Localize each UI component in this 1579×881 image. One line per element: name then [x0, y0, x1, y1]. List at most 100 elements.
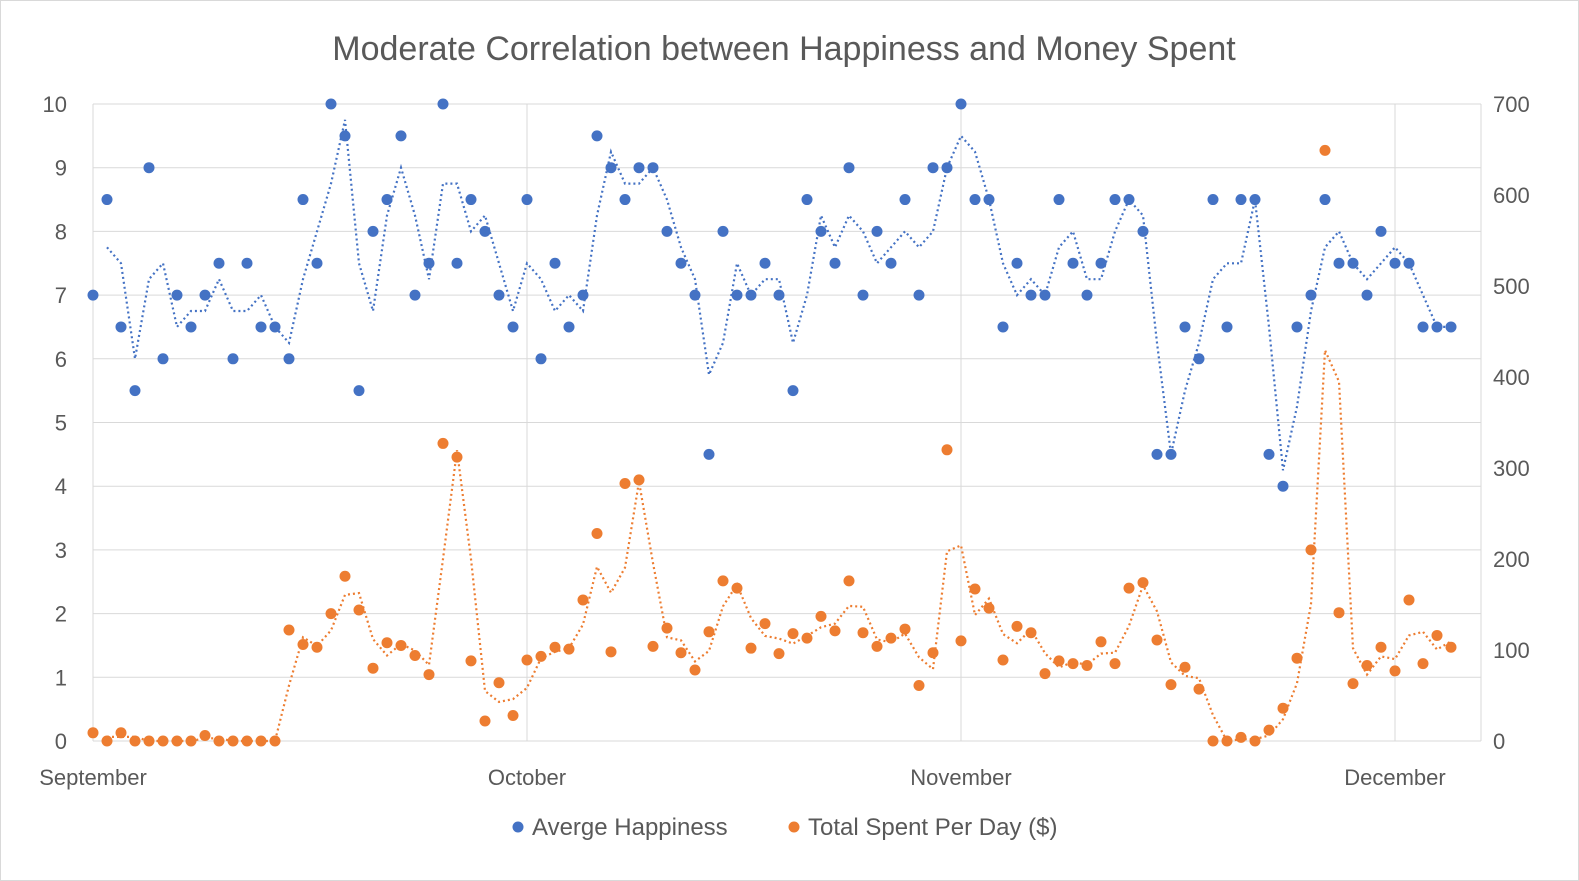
- y-left-tick-label: 4: [55, 474, 67, 499]
- data-point-series-2: [1137, 577, 1149, 589]
- data-point-series-2: [269, 735, 281, 747]
- data-point-series-1: [745, 289, 757, 301]
- data-point-series-1: [633, 162, 645, 174]
- y-left-tick-label: 5: [55, 411, 67, 436]
- data-point-series-2: [1207, 735, 1219, 747]
- data-point-series-2: [829, 625, 841, 637]
- data-point-series-2: [325, 608, 337, 620]
- data-point-series-1: [409, 289, 421, 301]
- data-point-series-2: [549, 641, 561, 653]
- data-point-series-2: [465, 655, 477, 667]
- data-point-series-1: [563, 321, 575, 333]
- data-point-series-1: [1375, 225, 1387, 237]
- data-point-series-2: [535, 650, 547, 662]
- data-point-series-2: [1319, 144, 1331, 156]
- data-point-series-2: [759, 618, 771, 630]
- y-right-tick-label: 200: [1493, 547, 1530, 572]
- data-point-series-2: [689, 664, 701, 676]
- data-point-series-1: [1361, 289, 1373, 301]
- data-point-series-2: [801, 632, 813, 644]
- data-point-series-2: [451, 451, 463, 463]
- data-point-series-1: [255, 321, 267, 333]
- data-point-series-2: [1333, 607, 1345, 619]
- chart-title: Moderate Correlation between Happiness a…: [332, 30, 1236, 68]
- data-point-series-1: [591, 130, 603, 142]
- data-point-series-1: [451, 257, 463, 269]
- data-point-series-1: [115, 321, 127, 333]
- data-point-series-2: [927, 647, 939, 659]
- data-point-series-1: [101, 194, 113, 206]
- data-point-series-2: [507, 710, 519, 722]
- y-right-tick-label: 700: [1493, 92, 1530, 117]
- data-point-series-1: [381, 194, 393, 206]
- data-point-series-2: [381, 637, 393, 649]
- data-point-series-2: [255, 735, 267, 747]
- data-point-series-1: [549, 257, 561, 269]
- data-point-series-2: [185, 735, 197, 747]
- data-point-series-1: [899, 194, 911, 206]
- data-point-series-2: [493, 677, 505, 689]
- data-point-series-1: [1263, 448, 1275, 460]
- x-tick-label: September: [39, 765, 147, 790]
- x-tick-label: October: [488, 765, 566, 790]
- data-point-series-1: [129, 385, 141, 397]
- data-point-series-2: [773, 648, 785, 660]
- data-point-series-2: [1305, 544, 1317, 556]
- data-point-series-1: [227, 353, 239, 365]
- data-point-series-1: [213, 257, 225, 269]
- data-point-series-1: [1207, 194, 1219, 206]
- data-point-series-1: [1039, 289, 1051, 301]
- data-point-series-2: [157, 735, 169, 747]
- y-left-tick-label: 8: [55, 219, 67, 244]
- legend-marker: [512, 821, 524, 833]
- data-point-series-1: [619, 194, 631, 206]
- data-point-series-1: [157, 353, 169, 365]
- data-point-series-1: [535, 353, 547, 365]
- data-point-series-1: [339, 130, 351, 142]
- data-point-series-1: [493, 289, 505, 301]
- data-point-series-2: [913, 679, 925, 691]
- data-point-series-2: [787, 628, 799, 640]
- data-point-series-2: [521, 654, 533, 666]
- data-point-series-1: [1137, 225, 1149, 237]
- data-point-series-1: [857, 289, 869, 301]
- y-left-tick-label: 7: [55, 283, 67, 308]
- data-point-series-1: [199, 289, 211, 301]
- data-point-series-2: [87, 727, 99, 739]
- data-point-series-2: [1375, 641, 1387, 653]
- y-right-tick-label: 100: [1493, 638, 1530, 663]
- data-point-series-1: [759, 257, 771, 269]
- data-point-series-1: [1235, 194, 1247, 206]
- data-point-series-2: [437, 437, 449, 449]
- y-right-tick-label: 0: [1493, 729, 1505, 754]
- data-point-series-2: [633, 474, 645, 486]
- data-point-series-2: [619, 477, 631, 489]
- y-left-tick-label: 3: [55, 538, 67, 563]
- data-point-series-1: [829, 257, 841, 269]
- data-point-series-2: [941, 444, 953, 456]
- data-point-series-1: [143, 162, 155, 174]
- data-point-series-1: [1095, 257, 1107, 269]
- data-point-series-2: [1067, 658, 1079, 670]
- data-point-series-1: [269, 321, 281, 333]
- y-right-tick-label: 600: [1493, 183, 1530, 208]
- data-point-series-2: [1249, 735, 1261, 747]
- data-point-series-1: [311, 257, 323, 269]
- data-point-series-2: [297, 639, 309, 651]
- data-point-series-2: [395, 639, 407, 651]
- data-point-series-1: [661, 225, 673, 237]
- data-point-series-2: [311, 641, 323, 653]
- axes: 0123456789100100200300400500600700Septem…: [39, 92, 1530, 790]
- data-point-series-2: [1095, 636, 1107, 648]
- y-right-tick-label: 400: [1493, 365, 1530, 390]
- data-point-series-1: [717, 225, 729, 237]
- y-left-tick-label: 1: [55, 665, 67, 690]
- trendline-series-1: [106, 119, 1451, 471]
- data-point-series-1: [1025, 289, 1037, 301]
- data-point-series-1: [479, 225, 491, 237]
- data-point-series-1: [1165, 448, 1177, 460]
- data-point-series-1: [1445, 321, 1457, 333]
- data-point-series-1: [1067, 257, 1079, 269]
- data-point-series-2: [815, 610, 827, 622]
